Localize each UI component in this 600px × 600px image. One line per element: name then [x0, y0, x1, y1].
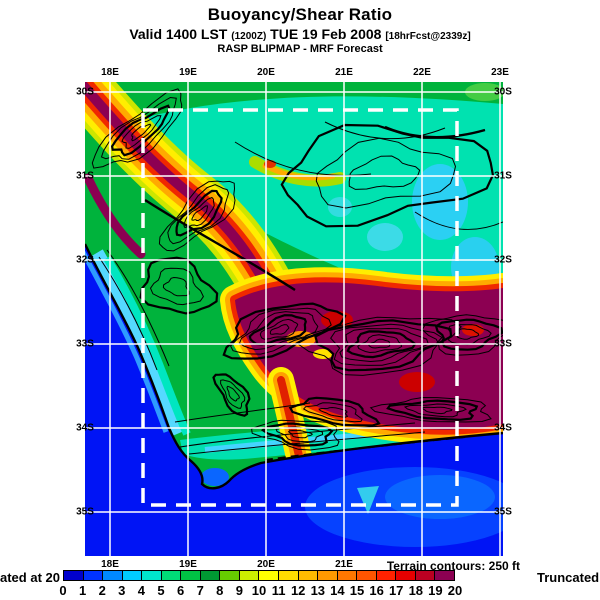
colorbar-tick-0: 0 [59, 583, 67, 598]
left-tick-35S: 35S [76, 506, 94, 518]
colorbar-tick-3: 3 [118, 583, 126, 598]
bottom-tick-20E: 20E [257, 559, 275, 570]
bottom-tick-21E: 21E [335, 559, 353, 570]
right-tick-35S: 35S [494, 506, 512, 518]
colorbar-segment-10 [259, 571, 280, 580]
colorbar-segment-13 [318, 571, 338, 580]
colorbar-tick-19: 19 [428, 583, 443, 598]
colorbar-segment-14 [337, 571, 358, 580]
right-tick-31S: 31S [494, 170, 512, 182]
open-contours [98, 121, 503, 455]
page-title: Buoyancy/Shear Ratio [207, 5, 393, 24]
right-tick-34S: 34S [494, 422, 512, 434]
colorbar-segment-0 [64, 571, 84, 580]
colorbar-segment-8 [220, 571, 240, 580]
colorbar-tick-15: 15 [349, 583, 365, 598]
domain-boundary [141, 108, 459, 507]
colorbar-segment-2 [103, 571, 123, 580]
colorbar-segment-12 [298, 571, 319, 580]
colorbar-tick-8: 8 [216, 583, 224, 598]
colorbar-left-note: ated at 20 [0, 570, 60, 585]
colorbar-tick-7: 7 [196, 583, 204, 598]
top-tick-18E: 18E [101, 67, 119, 78]
valid-date: TUE 19 Feb 2008 [270, 26, 382, 42]
forecast-hour: [18hrFcst@2339z] [385, 31, 471, 42]
colorbar-tick-18: 18 [408, 583, 424, 598]
right-tick-30S: 30S [494, 86, 512, 98]
colorbar-segment-1 [83, 571, 104, 580]
bottom-tick-19E: 19E [179, 559, 197, 570]
colorbar-segment-5 [161, 571, 182, 580]
colorbar-tick-13: 13 [310, 583, 326, 598]
colorbar-segment-6 [181, 571, 201, 580]
left-tick-30S: 30S [76, 86, 94, 98]
colorbar-segment-19 [435, 571, 454, 580]
colorbar-tick-12: 12 [290, 583, 306, 598]
colorbar-tick-5: 5 [157, 583, 165, 598]
ocean-layer [85, 244, 503, 556]
colorbar-tick-1: 1 [78, 583, 87, 598]
left-tick-33S: 33S [76, 338, 94, 350]
colorbar-tick-4: 4 [137, 583, 146, 598]
colorbar-tick-10: 10 [251, 583, 267, 598]
left-tick-32S: 32S [76, 254, 94, 266]
terrain-note: Terrain contours: 250 ft [386, 559, 520, 573]
top-tick-19E: 19E [179, 67, 197, 78]
colorbar-tick-2: 2 [98, 583, 106, 598]
right-tick-33S: 33S [494, 338, 512, 350]
forecast-map [85, 82, 503, 556]
colorbar-tick-6: 6 [176, 583, 185, 598]
colorbar-tick-11: 11 [271, 583, 286, 598]
model-line: RASP BLIPMAP - MRF Forecast [217, 43, 383, 55]
colorbar-segment-15 [357, 571, 377, 580]
top-tick-23E: 23E [491, 67, 509, 78]
valid-time-line: Valid 1400 LST (1200Z) TUE 19 Feb 2008 [… [0, 26, 600, 42]
colorbar-tick-9: 9 [235, 583, 244, 598]
colorbar-tick-20: 20 [447, 583, 463, 598]
colorbar-segment-7 [200, 571, 221, 580]
colorbar [63, 570, 455, 581]
colorbar-segment-17 [396, 571, 416, 580]
top-tick-20E: 20E [257, 67, 275, 78]
colorbar-segment-4 [142, 571, 162, 580]
colorbar-tick-16: 16 [369, 583, 384, 598]
top-tick-21E: 21E [335, 67, 353, 78]
colorbar-right-note: Truncated [537, 570, 600, 585]
colorbar-segment-3 [122, 571, 143, 580]
colorbar-tick-14: 14 [330, 583, 345, 598]
valid-zulu: (1200Z) [231, 31, 267, 42]
left-tick-31S: 31S [76, 170, 94, 182]
coastline [85, 243, 503, 490]
top-tick-22E: 22E [413, 67, 431, 78]
colorbar-segment-18 [415, 571, 436, 580]
bottom-tick-18E: 18E [101, 559, 119, 570]
latlon-grid [85, 82, 503, 556]
right-tick-32S: 32S [494, 254, 512, 266]
colorbar-segment-16 [376, 571, 397, 580]
valid-time: Valid 1400 LST [129, 26, 228, 42]
colorbar-segment-11 [279, 571, 299, 580]
colorbar-segment-9 [239, 571, 260, 580]
colorbar-tick-17: 17 [388, 583, 404, 598]
left-tick-34S: 34S [76, 422, 94, 434]
